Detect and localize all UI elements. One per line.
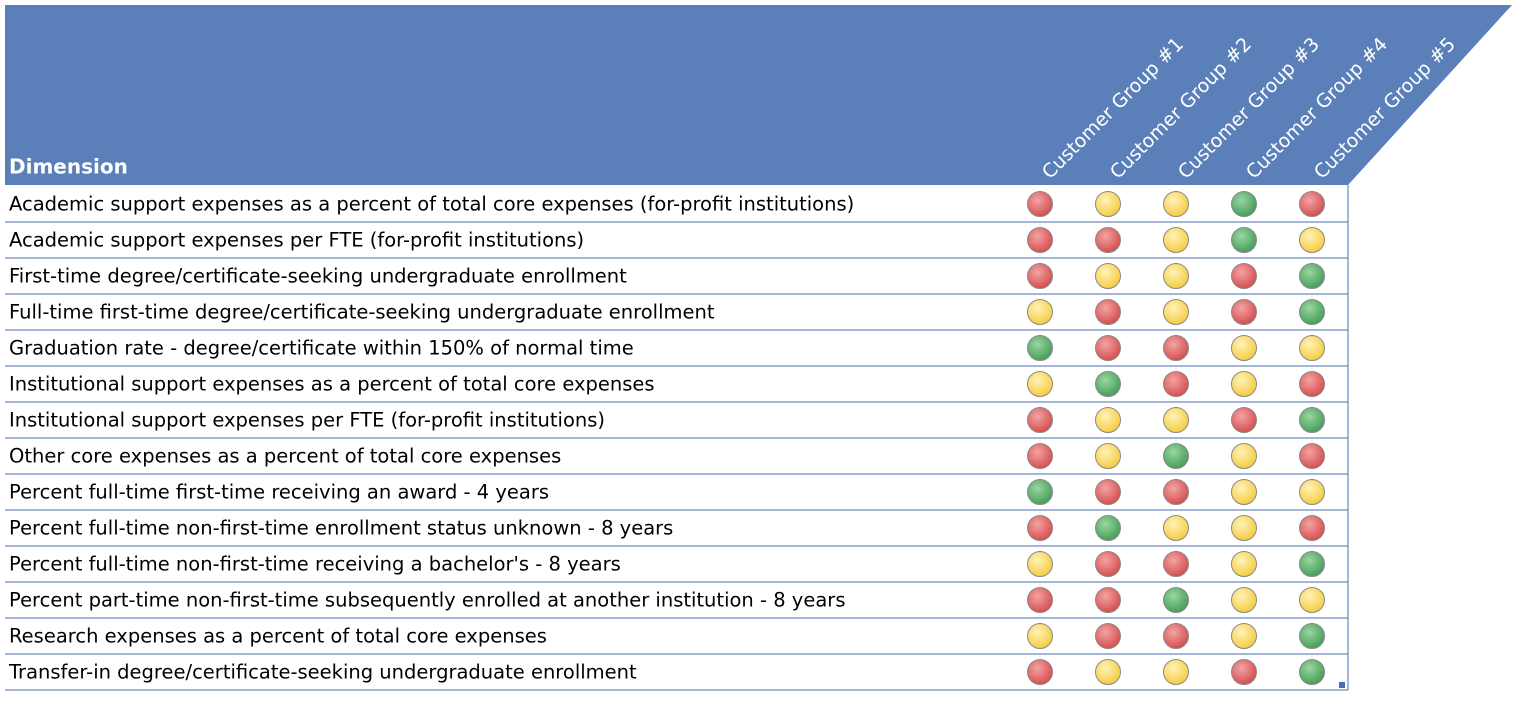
status-indicator <box>1163 659 1189 685</box>
resize-handle <box>1339 682 1345 688</box>
status-indicator <box>1027 371 1053 397</box>
status-indicator <box>1163 227 1189 253</box>
status-indicator <box>1027 191 1053 217</box>
status-indicator <box>1027 551 1053 577</box>
row-label: Other core expenses as a percent of tota… <box>9 445 561 468</box>
status-indicator <box>1027 587 1053 613</box>
status-indicator <box>1027 299 1053 325</box>
header-label: Dimension <box>9 155 128 179</box>
status-indicator <box>1163 191 1189 217</box>
status-indicator <box>1231 551 1257 577</box>
status-indicator <box>1095 443 1121 469</box>
status-indicator <box>1299 407 1325 433</box>
row-label: First-time degree/certificate-seeking un… <box>9 265 627 288</box>
row-label: Percent full-time non-first-time receivi… <box>9 553 621 576</box>
status-indicator <box>1299 443 1325 469</box>
status-indicator <box>1299 263 1325 289</box>
row-label: Transfer-in degree/certificate-seeking u… <box>8 661 637 684</box>
status-indicator <box>1095 515 1121 541</box>
status-indicator <box>1027 443 1053 469</box>
status-indicator <box>1231 623 1257 649</box>
status-indicator <box>1231 479 1257 505</box>
status-indicator <box>1231 587 1257 613</box>
status-indicator <box>1095 335 1121 361</box>
status-indicator <box>1027 623 1053 649</box>
status-indicator <box>1027 227 1053 253</box>
status-indicator <box>1095 587 1121 613</box>
status-indicator <box>1095 551 1121 577</box>
status-indicator <box>1163 515 1189 541</box>
row-label: Graduation rate - degree/certificate wit… <box>9 337 634 360</box>
status-indicator <box>1095 407 1121 433</box>
status-indicator <box>1299 479 1325 505</box>
status-indicator <box>1299 659 1325 685</box>
status-indicator <box>1163 479 1189 505</box>
status-indicator <box>1231 299 1257 325</box>
status-indicator <box>1163 623 1189 649</box>
status-indicator <box>1163 407 1189 433</box>
row-label: Academic support expenses as a percent o… <box>9 193 854 216</box>
status-indicator <box>1027 659 1053 685</box>
status-indicator <box>1095 659 1121 685</box>
status-indicator <box>1095 263 1121 289</box>
status-indicator <box>1299 299 1325 325</box>
status-indicator <box>1299 371 1325 397</box>
status-indicator <box>1231 335 1257 361</box>
status-indicator <box>1095 191 1121 217</box>
status-indicator <box>1299 191 1325 217</box>
row-label: Percent full-time non-first-time enrollm… <box>9 517 673 540</box>
row-label: Full-time first-time degree/certificate-… <box>9 301 715 324</box>
status-indicator <box>1163 443 1189 469</box>
status-indicator <box>1163 551 1189 577</box>
status-indicator <box>1163 299 1189 325</box>
status-indicator <box>1095 371 1121 397</box>
status-indicator <box>1027 335 1053 361</box>
status-indicator <box>1231 659 1257 685</box>
status-indicator <box>1299 587 1325 613</box>
status-indicator <box>1231 371 1257 397</box>
status-indicator <box>1163 371 1189 397</box>
status-indicator <box>1163 335 1189 361</box>
row-label: Research expenses as a percent of total … <box>9 625 547 648</box>
status-indicator <box>1299 623 1325 649</box>
row-label: Institutional support expenses per FTE (… <box>9 409 605 432</box>
header-band <box>5 5 1512 185</box>
status-indicator <box>1095 299 1121 325</box>
status-indicator <box>1095 227 1121 253</box>
row-label: Percent full-time first-time receiving a… <box>9 481 549 504</box>
status-indicator <box>1299 227 1325 253</box>
status-indicator <box>1231 443 1257 469</box>
status-indicator <box>1231 263 1257 289</box>
status-indicator <box>1027 263 1053 289</box>
status-indicator <box>1299 335 1325 361</box>
status-indicator <box>1231 191 1257 217</box>
status-indicator <box>1231 227 1257 253</box>
row-label: Institutional support expenses as a perc… <box>9 373 655 396</box>
status-indicator <box>1299 515 1325 541</box>
row-label: Percent part-time non-first-time subsequ… <box>9 589 845 612</box>
status-indicator <box>1027 407 1053 433</box>
status-indicator <box>1027 479 1053 505</box>
status-indicator <box>1231 407 1257 433</box>
status-indicator <box>1299 551 1325 577</box>
status-indicator <box>1027 515 1053 541</box>
status-indicator <box>1095 623 1121 649</box>
status-indicator <box>1231 515 1257 541</box>
row-label: Academic support expenses per FTE (for-p… <box>9 229 584 252</box>
status-indicator <box>1163 263 1189 289</box>
status-indicator <box>1095 479 1121 505</box>
status-indicator <box>1163 587 1189 613</box>
